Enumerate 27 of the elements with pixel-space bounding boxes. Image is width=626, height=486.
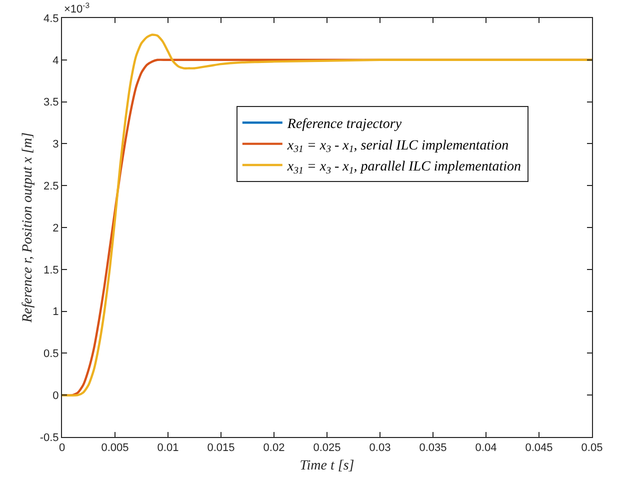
x-tick-label: 0.04 [475, 442, 497, 454]
x-axis-title: Time t [s] [300, 458, 354, 474]
legend-label: x$_{31}$ = x$_{3}$ - x$_{1}$, serial ILC implementation [286, 138, 509, 156]
x-tick-label: 0.035 [419, 442, 447, 454]
x-tick-label: 0.03 [369, 442, 391, 454]
x-tick-label: 0.025 [313, 442, 341, 454]
legend-label: x$_{31}$ = x$_{3}$ - x$_{1}$, parallel ILC implementation [286, 159, 522, 176]
y-tick-label: 0 [52, 390, 59, 402]
y-tick-label: 2 [52, 222, 59, 234]
legend-label: Reference trajectory [286, 117, 402, 132]
y-tick-label: 4 [52, 54, 59, 67]
y-tick-label: 1 [52, 306, 59, 318]
y-tick-label: 1.5 [44, 264, 59, 276]
y-tick-label: 4.5 [44, 12, 59, 25]
y-axis-title: Reference r, Position output x [m] [20, 132, 36, 324]
y-tick-label: 0.5 [44, 348, 59, 360]
x-tick-label: 0.05 [581, 442, 603, 454]
x-tick-label: 0.01 [157, 442, 179, 454]
x-tick-label: 0.005 [101, 442, 129, 454]
y-tick-label: 2.5 [44, 180, 59, 192]
x-tick-label: 0.045 [525, 442, 553, 454]
x-tick-label: 0.015 [207, 442, 235, 454]
y-tick-label: 3.5 [44, 96, 59, 109]
y-tick-label: 3 [52, 138, 59, 151]
x-tick-label: 0.02 [263, 442, 285, 454]
text: ×10$^{-3}$ [64, 1, 90, 16]
y-tick-label: -0.5 [40, 432, 59, 444]
